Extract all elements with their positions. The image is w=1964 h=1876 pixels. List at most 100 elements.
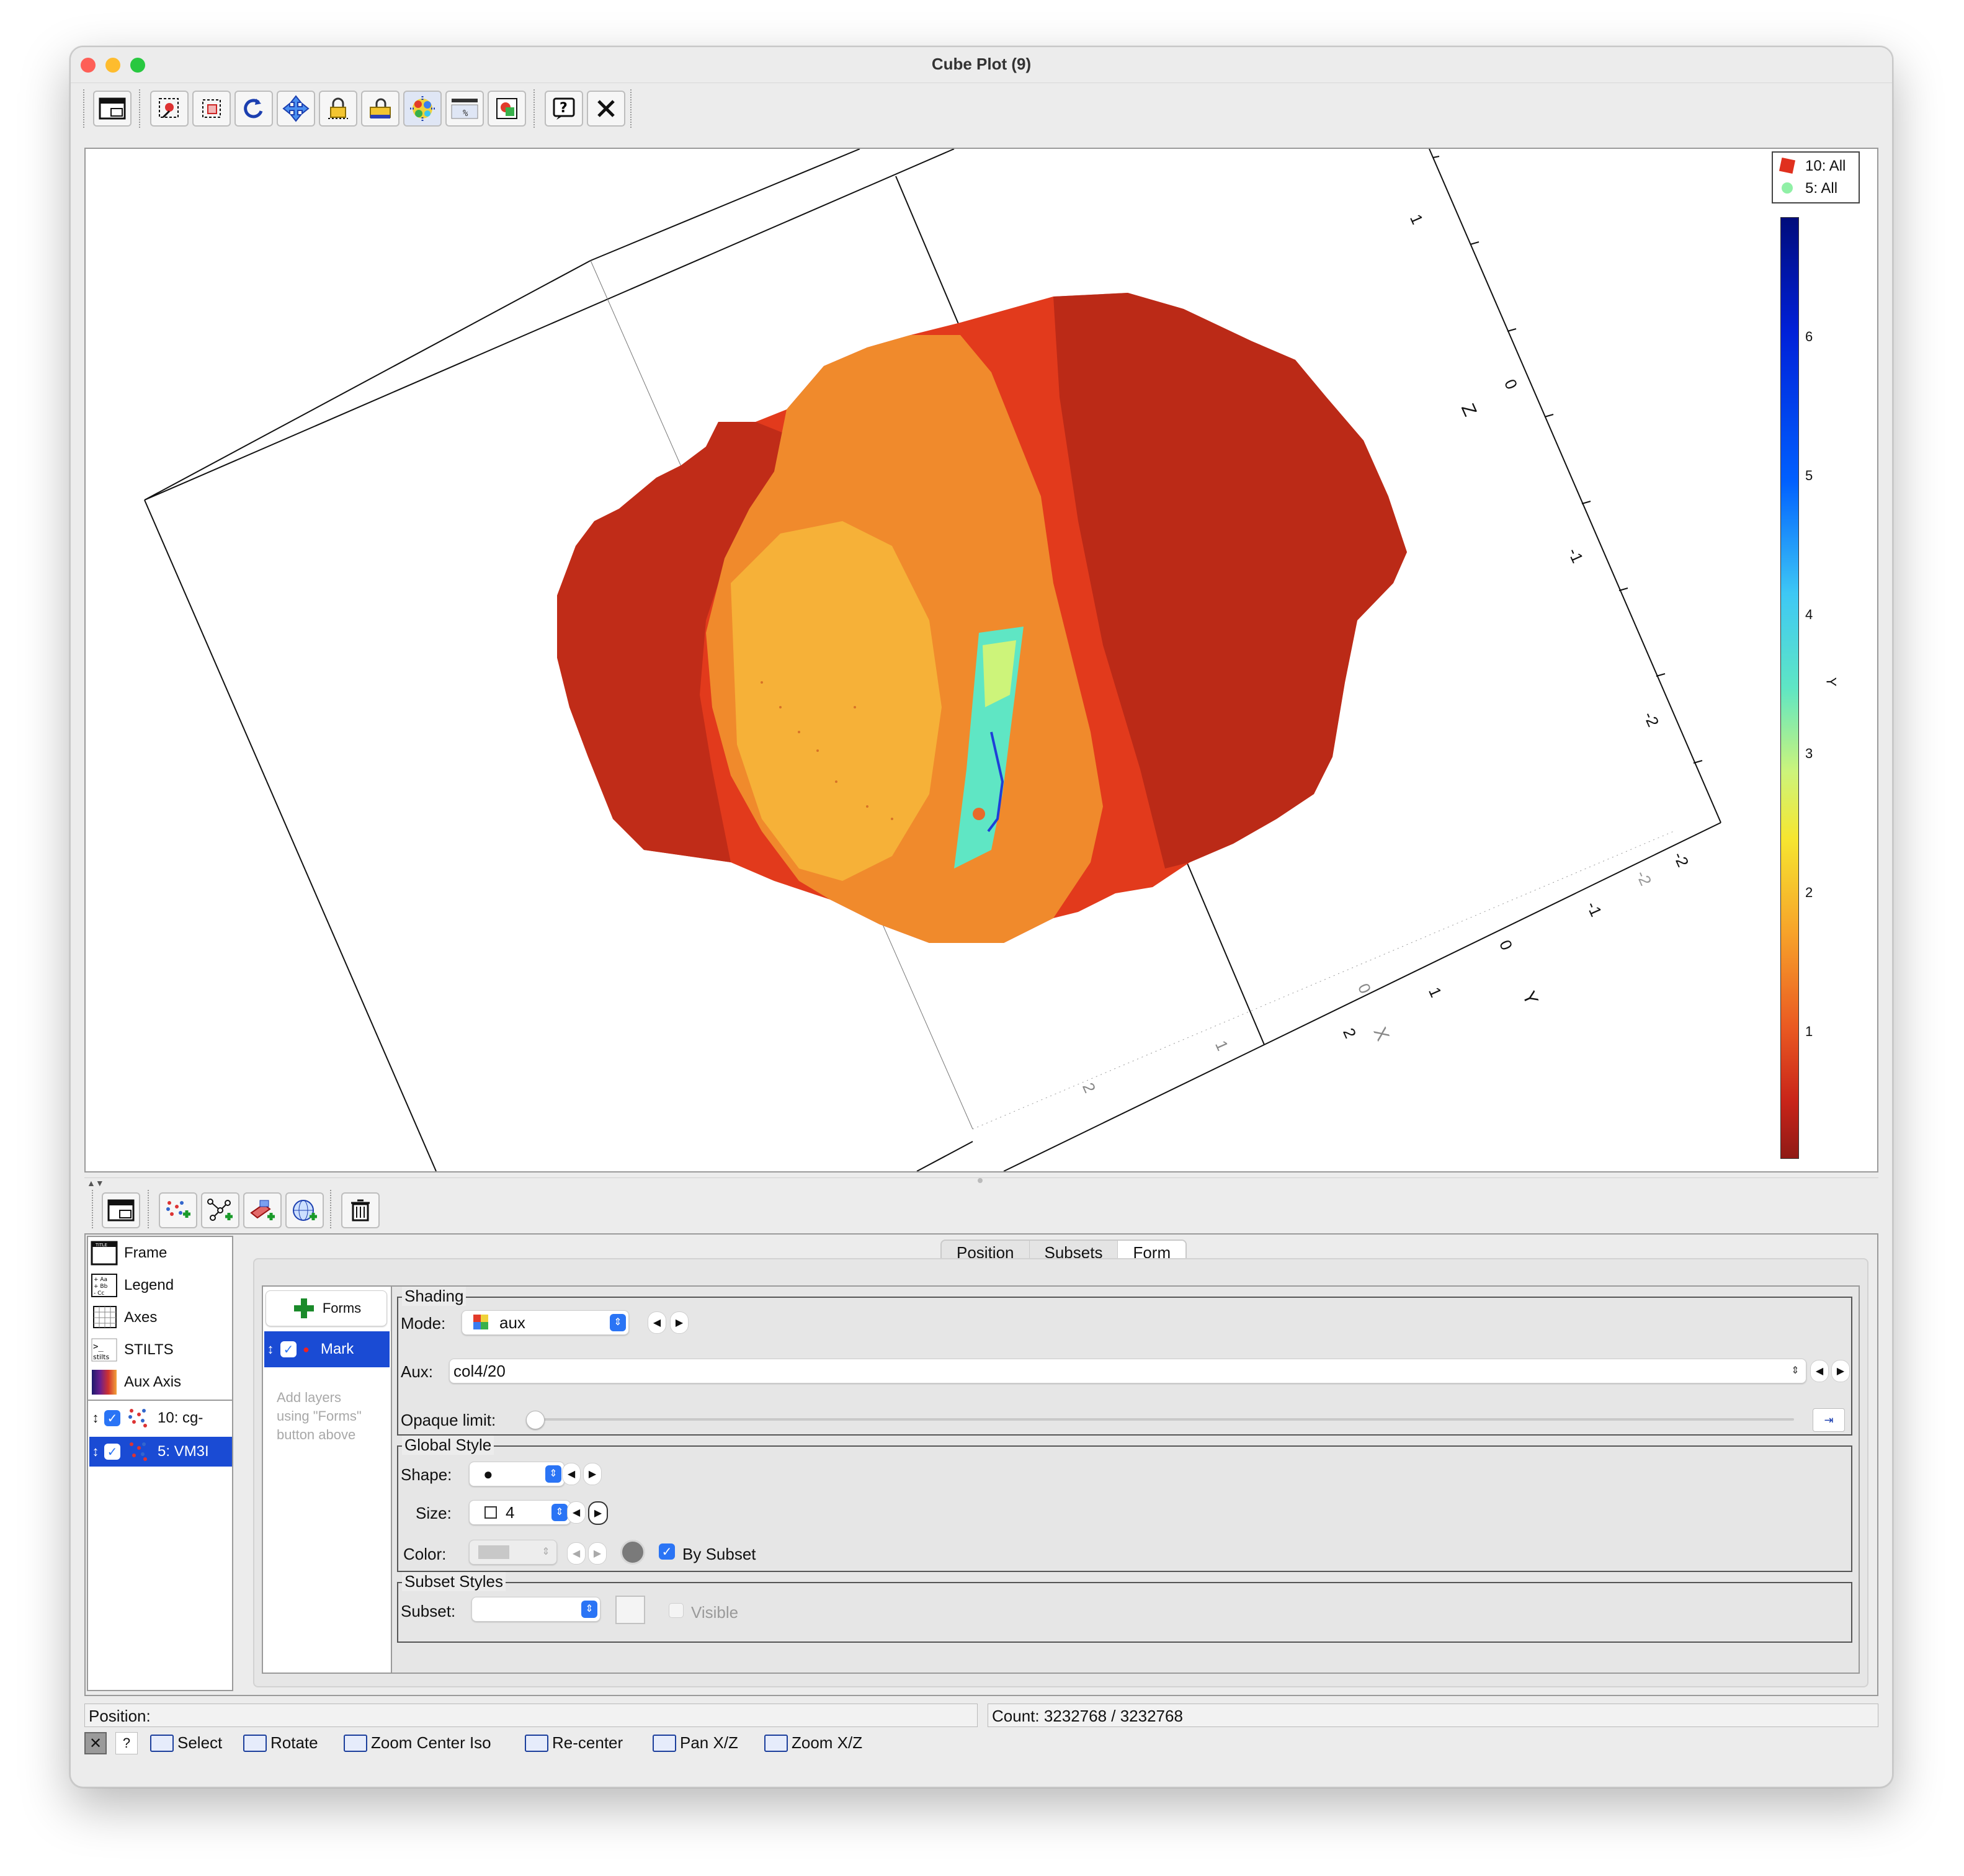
svg-text:TITLE: TITLE xyxy=(95,1243,107,1248)
cube-edge xyxy=(916,1141,973,1171)
zoom-window-button[interactable] xyxy=(130,58,145,73)
close-window-button[interactable] xyxy=(81,58,96,73)
mode-select[interactable]: aux ⇕ xyxy=(462,1310,629,1335)
toolbar-separator xyxy=(533,89,535,128)
spinner-arrows-icon: ⇕ xyxy=(545,1465,561,1483)
lock-icon[interactable] xyxy=(319,91,357,127)
aux-tick-label: 1 xyxy=(1805,1024,1813,1039)
rotate-reset-icon[interactable] xyxy=(234,91,273,127)
mode-value: aux xyxy=(499,1313,525,1332)
legend-item-label: 10: All xyxy=(1805,158,1846,174)
toolbar-grip xyxy=(92,1190,94,1228)
color-select: ⇕ xyxy=(469,1540,557,1565)
mode-zoom-center-iso-button[interactable]: Zoom Center Iso xyxy=(344,1733,491,1753)
help-icon[interactable]: ? xyxy=(545,91,583,127)
opaque-limit-slider-track[interactable] xyxy=(535,1418,1794,1421)
window-icon[interactable] xyxy=(93,91,132,127)
lock-aspect-icon[interactable] xyxy=(361,91,399,127)
cube-plot-canvas[interactable] xyxy=(86,149,1877,1171)
previous-arrow-button[interactable]: ◀ xyxy=(1810,1360,1829,1382)
pan-icon[interactable] xyxy=(277,91,315,127)
svg-text:%: % xyxy=(463,109,468,118)
drag-handle-icon[interactable]: ↕ xyxy=(267,1341,274,1357)
layer-item-5[interactable]: ↕ ✓ 5: VM3I xyxy=(89,1437,232,1467)
export-icon[interactable] xyxy=(488,91,526,127)
sidebar-item-stilts[interactable]: >_ stilts STILTS xyxy=(89,1335,232,1365)
drag-handle-icon[interactable]: ↕ xyxy=(92,1444,99,1459)
opaque-limit-slider-thumb[interactable] xyxy=(526,1411,545,1429)
colormap-icon[interactable] xyxy=(403,91,442,127)
y-axis-line xyxy=(1264,822,1721,1045)
size-value: 4 xyxy=(506,1503,515,1522)
color-chooser-button[interactable] xyxy=(620,1540,645,1565)
minimize-window-button[interactable] xyxy=(105,58,120,73)
previous-arrow-button[interactable]: ◀ xyxy=(562,1463,581,1485)
add-pair-layer-icon[interactable] xyxy=(201,1192,239,1228)
previous-arrow-button[interactable]: ◀ xyxy=(648,1311,666,1334)
layer-item-10[interactable]: ↕ ✓ 10: cg- xyxy=(89,1403,232,1433)
slider-reset-button[interactable]: ⇥ xyxy=(1813,1408,1845,1432)
window-icon[interactable] xyxy=(102,1192,140,1228)
mode-label-text: Pan X/Z xyxy=(680,1733,738,1752)
layer-visible-checkbox[interactable]: ✓ xyxy=(104,1444,120,1460)
mode-pan-xz-button[interactable]: Pan X/Z xyxy=(653,1733,738,1753)
mode-select-button[interactable]: Select xyxy=(150,1733,222,1753)
model-marker-point xyxy=(973,808,985,820)
plus-icon xyxy=(293,1298,314,1318)
size-select[interactable]: 4 ⇕ xyxy=(469,1500,571,1525)
sidebar-item-axes[interactable]: Axes xyxy=(89,1303,232,1333)
mode-recenter-button[interactable]: Re-center xyxy=(525,1733,623,1753)
window-title: Cube Plot (9) xyxy=(931,55,1032,73)
layer-label: 5: VM3I xyxy=(158,1443,209,1460)
by-subset-checkbox[interactable]: ✓ xyxy=(659,1543,675,1560)
dropdown-arrows-icon[interactable]: ⇕ xyxy=(1787,1362,1803,1380)
help-toggle-button[interactable]: ? xyxy=(115,1732,138,1754)
close-help-button[interactable]: ✕ xyxy=(84,1732,107,1754)
sidebar-item-aux-axis[interactable]: Aux Axis xyxy=(89,1367,232,1397)
axes-icon xyxy=(89,1303,119,1332)
previous-arrow-button[interactable]: ◀ xyxy=(567,1501,586,1524)
form-item-mark[interactable]: ↕ ✓ ● Mark xyxy=(264,1331,390,1367)
sidebar-item-label: Legend xyxy=(124,1277,174,1293)
sidebar-item-frame[interactable]: TITLE Frame xyxy=(89,1238,232,1268)
frame-icon: TITLE xyxy=(89,1239,119,1267)
mode-zoom-xz-button[interactable]: Zoom X/Z xyxy=(764,1733,862,1753)
delete-icon[interactable] xyxy=(341,1192,380,1228)
zoom-region-icon[interactable] xyxy=(192,91,231,127)
split-pane-divider[interactable]: ▲▼ xyxy=(84,1177,1878,1188)
add-sky-layer-icon[interactable] xyxy=(285,1192,324,1228)
aux-field[interactable]: col4/20 ⇕ xyxy=(449,1359,1806,1383)
next-arrow-button[interactable]: ▶ xyxy=(1831,1360,1850,1382)
form-enabled-checkbox[interactable]: ✓ xyxy=(280,1341,297,1357)
stilts-icon: >_ stilts xyxy=(89,1336,119,1364)
rotate-select-icon[interactable] xyxy=(150,91,189,127)
mode-rotate-button[interactable]: Rotate xyxy=(243,1733,318,1753)
global-style-title: Global Style xyxy=(402,1436,494,1455)
plot-area[interactable]: 1 0 Z -1 -2 -2 -2 -1 0 1 Y 2 2 1 0 X xyxy=(84,148,1878,1172)
add-forms-button[interactable]: Forms xyxy=(266,1290,387,1326)
model-texture-points xyxy=(761,681,893,820)
mouse-mode-icon xyxy=(344,1734,367,1752)
aux-colorbar-ticks: 6 5 4 3 2 1 xyxy=(1801,217,1814,1159)
sidebar-item-legend[interactable]: + Aa + Bb - Cc Legend xyxy=(89,1271,232,1300)
next-arrow-button[interactable]: ▶ xyxy=(588,1501,608,1525)
spinner-arrows-icon: ⇕ xyxy=(551,1504,568,1521)
svg-text:+ Aa: + Aa xyxy=(94,1277,107,1283)
subset-color-button[interactable] xyxy=(615,1596,645,1624)
next-arrow-button[interactable]: ▶ xyxy=(670,1311,689,1334)
spinner-arrows-icon: ⇕ xyxy=(542,1547,550,1557)
shape-select[interactable]: ● ⇕ xyxy=(469,1462,565,1486)
close-icon[interactable] xyxy=(587,91,625,127)
sidebar-item-label: STILTS xyxy=(124,1341,174,1358)
add-area-layer-icon[interactable] xyxy=(243,1192,282,1228)
layer-control-panel xyxy=(84,1233,1878,1696)
subset-select[interactable]: ⇕ xyxy=(471,1597,600,1622)
axis-scale-icon[interactable]: % xyxy=(445,91,484,127)
form-settings xyxy=(392,1285,1860,1674)
next-arrow-button[interactable]: ▶ xyxy=(583,1463,602,1485)
aux-tick-label: 3 xyxy=(1805,746,1813,761)
drag-handle-icon[interactable]: ↕ xyxy=(92,1410,99,1426)
layer-visible-checkbox[interactable]: ✓ xyxy=(104,1410,120,1426)
add-position-layer-icon[interactable] xyxy=(159,1192,197,1228)
color-swatch xyxy=(478,1545,509,1559)
